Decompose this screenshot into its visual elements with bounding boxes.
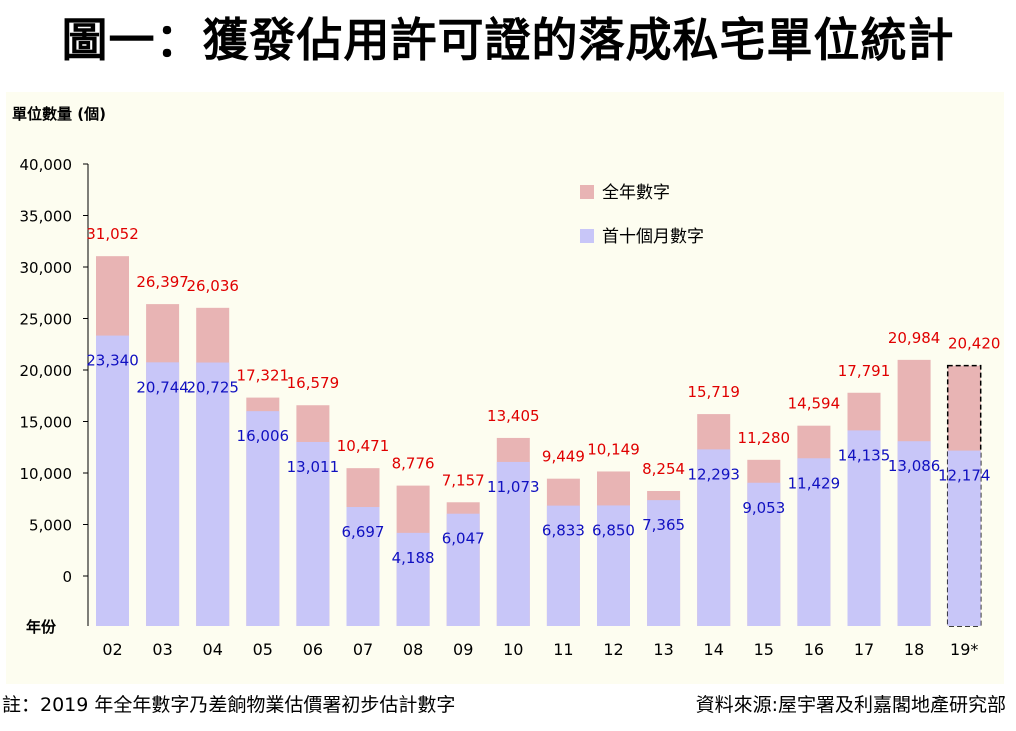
data-label-total: 16,579	[287, 374, 340, 392]
data-label-total: 20,420	[948, 335, 1001, 353]
x-tick-label: 10	[503, 640, 523, 659]
x-tick-label: 03	[152, 640, 172, 659]
legend-swatch-total	[580, 185, 594, 199]
data-label-ten-month: 9,053	[742, 499, 785, 517]
x-tick-label: 13	[653, 640, 673, 659]
data-label-total: 17,321	[237, 367, 290, 385]
bar-ten-month	[597, 505, 630, 626]
y-tick-label: 5,000	[29, 517, 72, 535]
y-tick-label: 30,000	[20, 259, 73, 277]
bar-chart: 單位數量 (個) 年份 0 5,000 10,000 15,000 20,000 25,0…	[6, 92, 1004, 684]
data-label-ten-month: 6,850	[592, 521, 635, 539]
bar-ten-month	[697, 449, 731, 626]
bar-ten-month	[947, 450, 981, 626]
data-label-total: 14,594	[788, 395, 841, 413]
x-tick-label: 19*	[950, 640, 978, 659]
y-tick-label: 0	[62, 568, 72, 586]
data-label-ten-month: 13,086	[888, 457, 941, 475]
footnote: 註：2019 年全年數字乃差餉物業估價署初步估計數字	[2, 694, 456, 716]
bar-ten-month	[396, 532, 430, 626]
bar-ten-month	[797, 458, 831, 626]
x-tick-label: 04	[203, 640, 223, 659]
data-label-ten-month: 20,744	[136, 378, 189, 396]
bar-ten-month	[196, 362, 230, 626]
y-tick-label: 40,000	[20, 156, 73, 174]
legend-label-total: 全年數字	[602, 183, 670, 203]
x-tick-label: 15	[754, 640, 774, 659]
bar-ten-month	[146, 362, 180, 626]
y-axis-title: 單位數量 (個)	[12, 105, 106, 123]
x-tick-label: 12	[603, 640, 623, 659]
y-tick-group: 0 5,000 10,000 15,000 20,000 25,000 30,000 35,0…	[20, 156, 88, 586]
x-tick-label: 16	[804, 640, 824, 659]
source-note: 資料來源:屋宇署及利嘉閣地產研究部	[695, 694, 1006, 716]
data-label-ten-month: 6,833	[542, 522, 585, 540]
y-tick-label: 25,000	[20, 311, 73, 329]
data-label-total: 17,791	[838, 362, 891, 380]
data-label-ten-month: 23,340	[86, 352, 139, 370]
bar-ten-month	[647, 500, 681, 626]
data-label-ten-month: 12,293	[687, 465, 740, 483]
x-axis-title: 年份	[26, 618, 57, 636]
bar-ten-month	[847, 430, 881, 626]
legend-label-ten-month: 首十個月數字	[602, 227, 704, 247]
data-label-total: 8,254	[642, 460, 685, 478]
bar-ten-month	[246, 411, 280, 626]
data-label-total: 31,052	[86, 225, 139, 243]
y-tick-label: 15,000	[20, 414, 73, 432]
x-tick-label: 06	[303, 640, 323, 659]
x-tick-labels: 02 03 04 05 06 07 08 09 10 11 12 13 14 15 16 17 18 19*	[102, 640, 978, 659]
x-tick-label: 17	[854, 640, 874, 659]
data-label-total: 7,157	[442, 471, 485, 489]
bar-ten-month	[446, 513, 480, 626]
x-tick-label: 05	[253, 640, 273, 659]
data-label-total: 10,471	[337, 437, 390, 455]
data-label-total: 15,719	[687, 383, 740, 401]
legend-swatch-ten-month	[580, 229, 594, 243]
data-label-ten-month: 11,073	[487, 478, 540, 496]
bar-ten-month	[747, 482, 781, 626]
bar-ten-month	[96, 335, 129, 626]
bar-ten-month	[346, 507, 380, 626]
data-label-total: 26,036	[186, 277, 239, 295]
data-label-ten-month: 11,429	[788, 474, 841, 492]
x-tick-label: 11	[553, 640, 573, 659]
data-label-ten-month: 14,135	[838, 446, 891, 464]
data-label-total: 26,397	[136, 273, 189, 291]
data-label-ten-month: 12,174	[938, 467, 991, 485]
x-tick-label: 18	[904, 640, 924, 659]
data-label-total: 20,984	[888, 329, 941, 347]
data-label-ten-month: 7,365	[642, 516, 685, 534]
data-label-total: 13,405	[487, 407, 540, 425]
data-label-ten-month: 16,006	[237, 427, 290, 445]
y-tick-label: 20,000	[20, 362, 73, 380]
bar-ten-month	[546, 505, 580, 626]
data-label-total: 11,280	[738, 429, 791, 447]
data-label-ten-month: 13,011	[287, 458, 340, 476]
x-tick-label: 02	[102, 640, 122, 659]
legend: 全年數字 首十個月數字	[580, 183, 704, 247]
x-tick-label: 07	[353, 640, 373, 659]
data-label-total: 8,776	[392, 455, 435, 473]
data-label-ten-month: 6,047	[442, 530, 485, 548]
data-label-ten-month: 4,188	[392, 549, 435, 567]
ten-month-bars	[96, 335, 981, 626]
x-tick-label: 08	[403, 640, 423, 659]
bar-ten-month	[897, 441, 931, 626]
page-title: 圖一：獲發佔用許可證的落成私宅單位統計	[61, 13, 955, 67]
data-label-total: 9,449	[542, 448, 585, 466]
bar-ten-month	[296, 441, 330, 626]
data-label-ten-month: 6,697	[342, 523, 385, 541]
y-tick-label: 35,000	[20, 208, 73, 226]
x-tick-label: 14	[704, 640, 724, 659]
data-label-total: 10,149	[587, 440, 640, 458]
data-label-ten-month: 20,725	[186, 379, 239, 397]
x-tick-label: 09	[453, 640, 473, 659]
bar-ten-month	[496, 461, 530, 626]
y-tick-label: 10,000	[20, 465, 73, 483]
